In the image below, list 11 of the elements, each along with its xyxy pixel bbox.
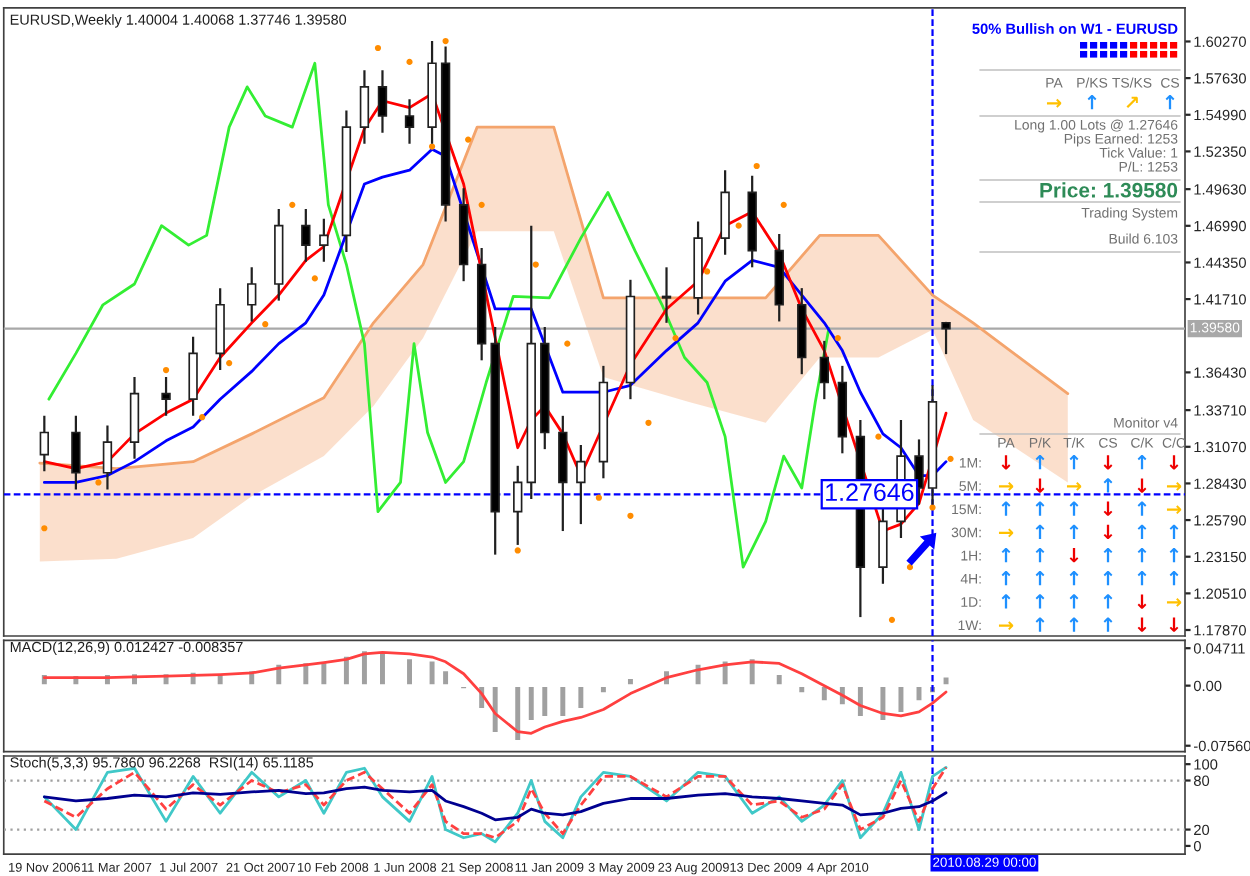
text: →↑↑↓↑↑: [998, 524, 1179, 540]
text: →↑↑↑↓↓: [998, 617, 1179, 632]
text: ↑↑↓↑↑↑: [1001, 547, 1179, 563]
text: ↑↑↑↑↓→: [1001, 594, 1182, 609]
text: ↓↑↑↓↑↓: [1001, 455, 1179, 470]
annotation: Price: 1.39580: [1040, 182, 1178, 198]
text: →↓→↑↓→: [998, 478, 1182, 493]
annotation: 1.27646: [826, 483, 914, 502]
text: ↑↑↑↓↑→: [1001, 501, 1182, 516]
text: →↑↗↑: [1046, 95, 1175, 110]
text: ↑↑↑↑↑↑: [1001, 571, 1179, 586]
